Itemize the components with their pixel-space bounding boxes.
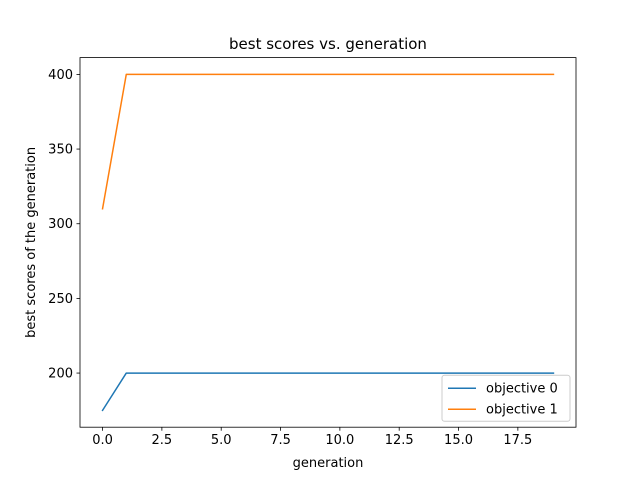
- x-tick-label: 2.5: [152, 433, 173, 448]
- chart-title: best scores vs. generation: [229, 35, 427, 53]
- plot-layer: [101, 73, 555, 412]
- x-tick-label: 7.5: [270, 433, 291, 448]
- x-axis-ticks: 0.0 2.5 5.0 7.5 10.0 12.5 15.0 17.5: [92, 427, 532, 448]
- y-tick-label: 350: [48, 143, 73, 158]
- series-line-0: [101, 372, 555, 412]
- legend: objective 0 objective 1: [441, 374, 571, 422]
- legend-label-1: objective 1: [486, 403, 558, 418]
- y-axis-label: best scores of the generation: [24, 147, 39, 338]
- y-tick-label: 200: [48, 367, 73, 382]
- x-tick-label: 0.0: [92, 433, 113, 448]
- legend-label-0: objective 0: [486, 382, 558, 397]
- y-tick-label: 400: [48, 68, 73, 83]
- axes-frame: [79, 57, 577, 428]
- y-tick-label: 300: [48, 217, 73, 232]
- x-axis-label: generation: [293, 456, 364, 471]
- series-line-1: [101, 73, 555, 210]
- x-tick-label: 15.0: [444, 433, 473, 448]
- x-tick-label: 12.5: [385, 433, 414, 448]
- x-tick-label: 10.0: [325, 433, 354, 448]
- x-tick-label: 17.5: [503, 433, 532, 448]
- x-tick-label: 5.0: [211, 433, 232, 448]
- y-tick-label: 250: [48, 292, 73, 307]
- y-axis-ticks: 200 250 300 350 400: [48, 68, 80, 382]
